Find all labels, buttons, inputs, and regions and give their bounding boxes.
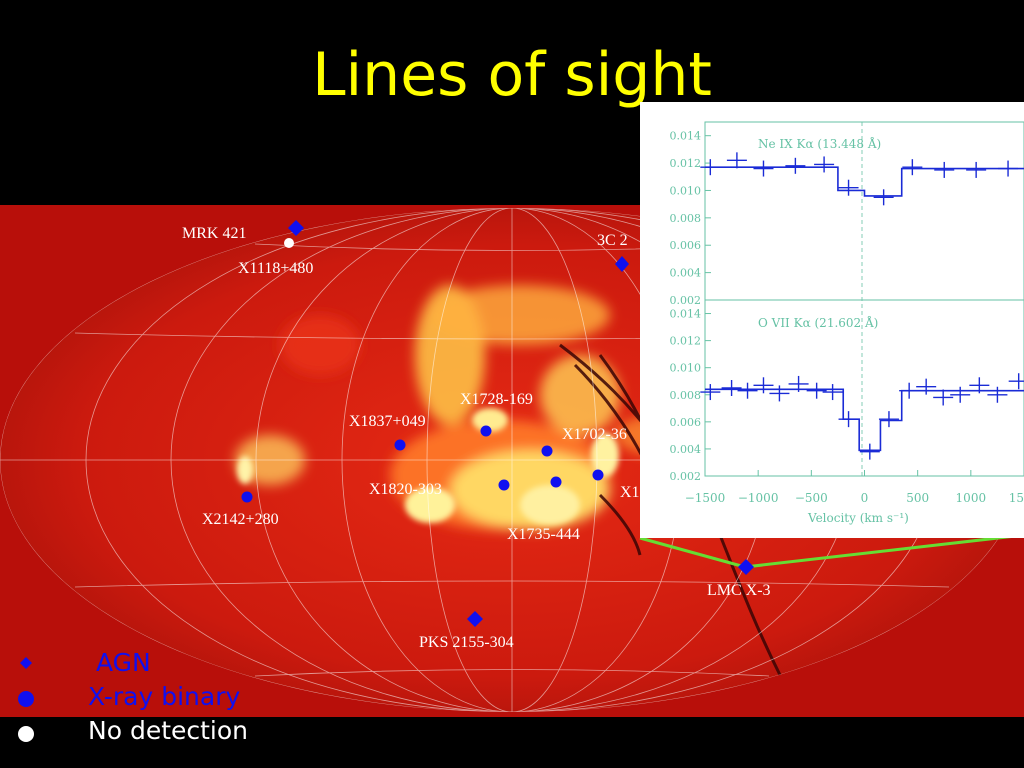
legend-white-circle-icon bbox=[18, 726, 34, 742]
marker-x1820 bbox=[498, 479, 510, 491]
data-point bbox=[838, 411, 859, 428]
x-tick-label: −1000 bbox=[738, 491, 779, 505]
marker-x1702 bbox=[541, 445, 553, 457]
label-x1702: X1702-36 bbox=[562, 426, 627, 443]
marker-lmcx3 bbox=[738, 559, 754, 575]
y-tick-label: 0.012 bbox=[670, 335, 702, 348]
marker-x1x bbox=[592, 469, 604, 481]
data-point bbox=[806, 382, 827, 399]
label-lmcx3: LMC X-3 bbox=[707, 582, 771, 599]
marker-x1837 bbox=[394, 439, 406, 451]
marker-pks2155 bbox=[467, 611, 483, 627]
x-tick-label: −500 bbox=[795, 491, 828, 505]
marker-3c273 bbox=[615, 256, 629, 272]
data-point bbox=[934, 161, 955, 178]
x-axis-label: Velocity (km s⁻¹) bbox=[807, 511, 909, 525]
panel-title-top: Ne IX Kα (13.448 Å) bbox=[758, 136, 881, 151]
slide-title: Lines of sight bbox=[312, 40, 712, 110]
data-point bbox=[987, 386, 1008, 403]
data-point bbox=[998, 160, 1019, 177]
data-point bbox=[933, 389, 954, 406]
y-tick-label: 0.002 bbox=[670, 294, 702, 307]
y-tick-label: 0.008 bbox=[670, 212, 702, 225]
legend-no-detection-label: No detection bbox=[88, 716, 249, 745]
label-x1735: X1735-444 bbox=[507, 526, 580, 543]
y-tick-label: 0.006 bbox=[670, 239, 702, 252]
marker-x1118 bbox=[284, 238, 294, 248]
label-x1837: X1837+049 bbox=[349, 413, 426, 430]
data-point bbox=[966, 161, 987, 178]
spectrum-panel: 0.002 0.004 0.006 0.008 0.010 0.012 0.014 0.00… bbox=[640, 102, 1024, 538]
y-tick-label: 0.010 bbox=[670, 362, 702, 375]
marker-x2142 bbox=[241, 491, 253, 503]
label-x1118: X1118+480 bbox=[238, 260, 314, 277]
data-point bbox=[873, 189, 894, 206]
y-tick-label: 0.014 bbox=[670, 308, 702, 321]
data-point bbox=[859, 443, 880, 460]
data-point bbox=[969, 377, 990, 394]
marker-x1735 bbox=[550, 476, 562, 488]
data-point bbox=[769, 385, 790, 402]
data-point bbox=[902, 159, 923, 176]
legend-diamond-icon bbox=[20, 657, 32, 669]
points-top bbox=[700, 152, 1019, 206]
data-point bbox=[899, 382, 920, 399]
data-point bbox=[878, 411, 899, 428]
label-x1728: X1728-169 bbox=[460, 391, 533, 408]
legend-blue-circle-icon bbox=[18, 691, 34, 707]
spectrum-chart: 0.002 0.004 0.006 0.008 0.010 0.012 0.014 0.00… bbox=[670, 121, 1024, 525]
data-point bbox=[753, 160, 774, 177]
y-tick-label: 0.006 bbox=[670, 416, 702, 429]
data-point bbox=[785, 157, 806, 174]
model-line-bottom bbox=[705, 388, 1024, 452]
y-tick-label: 0.008 bbox=[670, 389, 702, 402]
data-point bbox=[822, 384, 843, 401]
marker-x1728 bbox=[480, 425, 492, 437]
label-mrk421: MRK 421 bbox=[182, 225, 247, 242]
y-tick-label: 0.014 bbox=[670, 130, 702, 143]
data-point bbox=[814, 156, 835, 173]
y-tick-label: 0.002 bbox=[670, 470, 702, 483]
connector-lines bbox=[639, 533, 1024, 569]
data-point bbox=[788, 375, 809, 392]
x-tick-label: 1500 bbox=[1009, 491, 1024, 505]
label-x1820: X1820-303 bbox=[369, 481, 442, 498]
y-ticks-top: 0.002 0.004 0.006 0.008 0.010 0.012 0.014 bbox=[670, 130, 711, 307]
legend-xray-binary-label: X-ray binary bbox=[88, 682, 241, 711]
x-tick-label: −1500 bbox=[685, 491, 726, 505]
x-tick-label: 1000 bbox=[956, 491, 987, 505]
data-point bbox=[721, 380, 742, 396]
model-step-line bbox=[705, 388, 1024, 452]
label-x2142: X2142+280 bbox=[202, 511, 279, 528]
y-tick-label: 0.004 bbox=[670, 443, 702, 456]
source-markers bbox=[241, 220, 754, 627]
data-point bbox=[737, 382, 758, 399]
label-x1x: X1 bbox=[620, 484, 640, 501]
panel-title-bottom: O VII Kα (21.602 Å) bbox=[758, 315, 878, 330]
y-tick-label: 0.010 bbox=[670, 184, 702, 197]
data-point bbox=[950, 386, 971, 403]
model-line-top bbox=[705, 166, 1024, 197]
x-tick-label: 0 bbox=[861, 491, 869, 505]
data-point bbox=[916, 378, 937, 395]
points-bottom bbox=[700, 373, 1024, 460]
y-ticks-bottom: 0.002 0.004 0.006 0.008 0.010 0.012 0.014 bbox=[670, 308, 711, 483]
data-point bbox=[700, 384, 721, 401]
data-point bbox=[726, 152, 747, 169]
label-pks2155: PKS 2155-304 bbox=[419, 634, 514, 651]
x-tick-label: 500 bbox=[906, 491, 929, 505]
model-step-line bbox=[705, 166, 1024, 197]
legend-agn-label: AGN bbox=[96, 648, 151, 677]
data-point bbox=[838, 179, 859, 196]
label-3c273: 3C 2 bbox=[597, 232, 628, 249]
y-tick-label: 0.004 bbox=[670, 267, 702, 280]
data-point bbox=[700, 159, 721, 176]
x-ticks: −1500 −1000 −500 0 500 1000 1500 bbox=[685, 470, 1024, 505]
data-point bbox=[753, 377, 774, 394]
data-point bbox=[1008, 373, 1024, 390]
y-tick-label: 0.012 bbox=[670, 157, 702, 170]
marker-mrk421 bbox=[288, 220, 304, 236]
